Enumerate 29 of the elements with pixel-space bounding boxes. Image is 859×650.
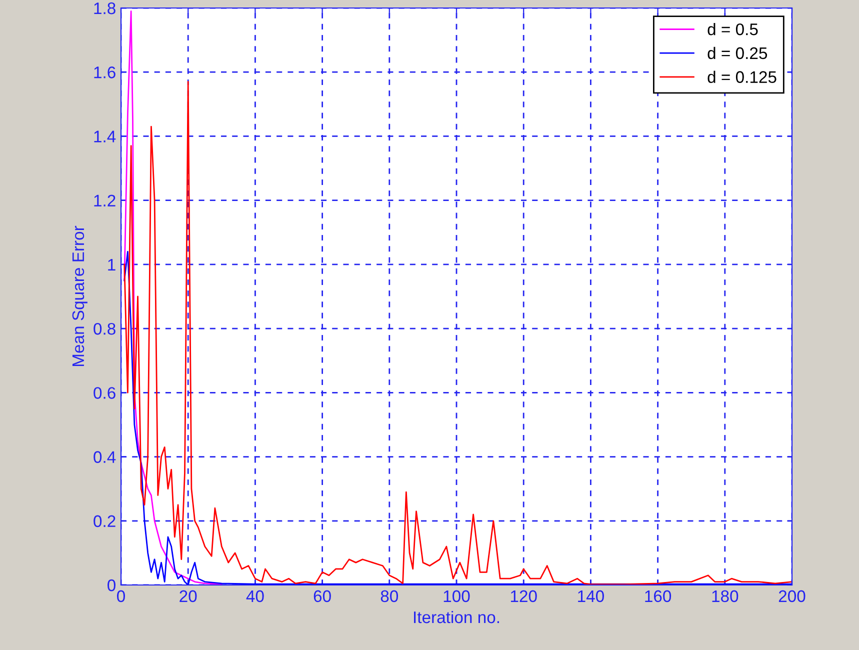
line-series [124, 10, 222, 585]
y-tick-label: 0.4 [94, 451, 116, 463]
x-tick-label: 20 [180, 590, 197, 602]
y-tick-label: 1.2 [94, 194, 116, 206]
x-tick-label: 120 [510, 590, 537, 602]
legend-label: d = 0.5 [708, 23, 758, 36]
x-tick-label: 160 [645, 590, 672, 602]
x-tick-label: 40 [246, 590, 264, 602]
y-tick-label: 1.4 [94, 130, 116, 142]
y-tick-label: 0.2 [94, 515, 116, 528]
x-tick-label: 60 [314, 590, 331, 602]
x-tick-label: 180 [712, 590, 738, 602]
y-axis-title: Mean Square Error [72, 226, 88, 366]
legend-label: d = 0.125 [708, 70, 776, 83]
x-tick-label: 80 [380, 590, 398, 602]
line-series [124, 250, 792, 585]
legend-label: d = 0.25 [708, 46, 768, 60]
x-tick-label: 140 [578, 590, 604, 602]
y-tick-label: 0 [108, 579, 116, 592]
x-tick-label: 200 [778, 590, 806, 602]
y-tick-label: 0.6 [94, 387, 116, 399]
y-tick-label: 1 [108, 259, 116, 270]
y-tick-label: 1.6 [94, 66, 116, 78]
y-tick-label: 0.8 [94, 322, 116, 335]
line-series [124, 81, 792, 585]
y-tick-label: 1.8 [94, 2, 116, 14]
x-axis-title: Iteration no. [414, 610, 499, 624]
x-tick-label: 0 [117, 590, 125, 602]
x-tick-label: 100 [444, 590, 470, 602]
